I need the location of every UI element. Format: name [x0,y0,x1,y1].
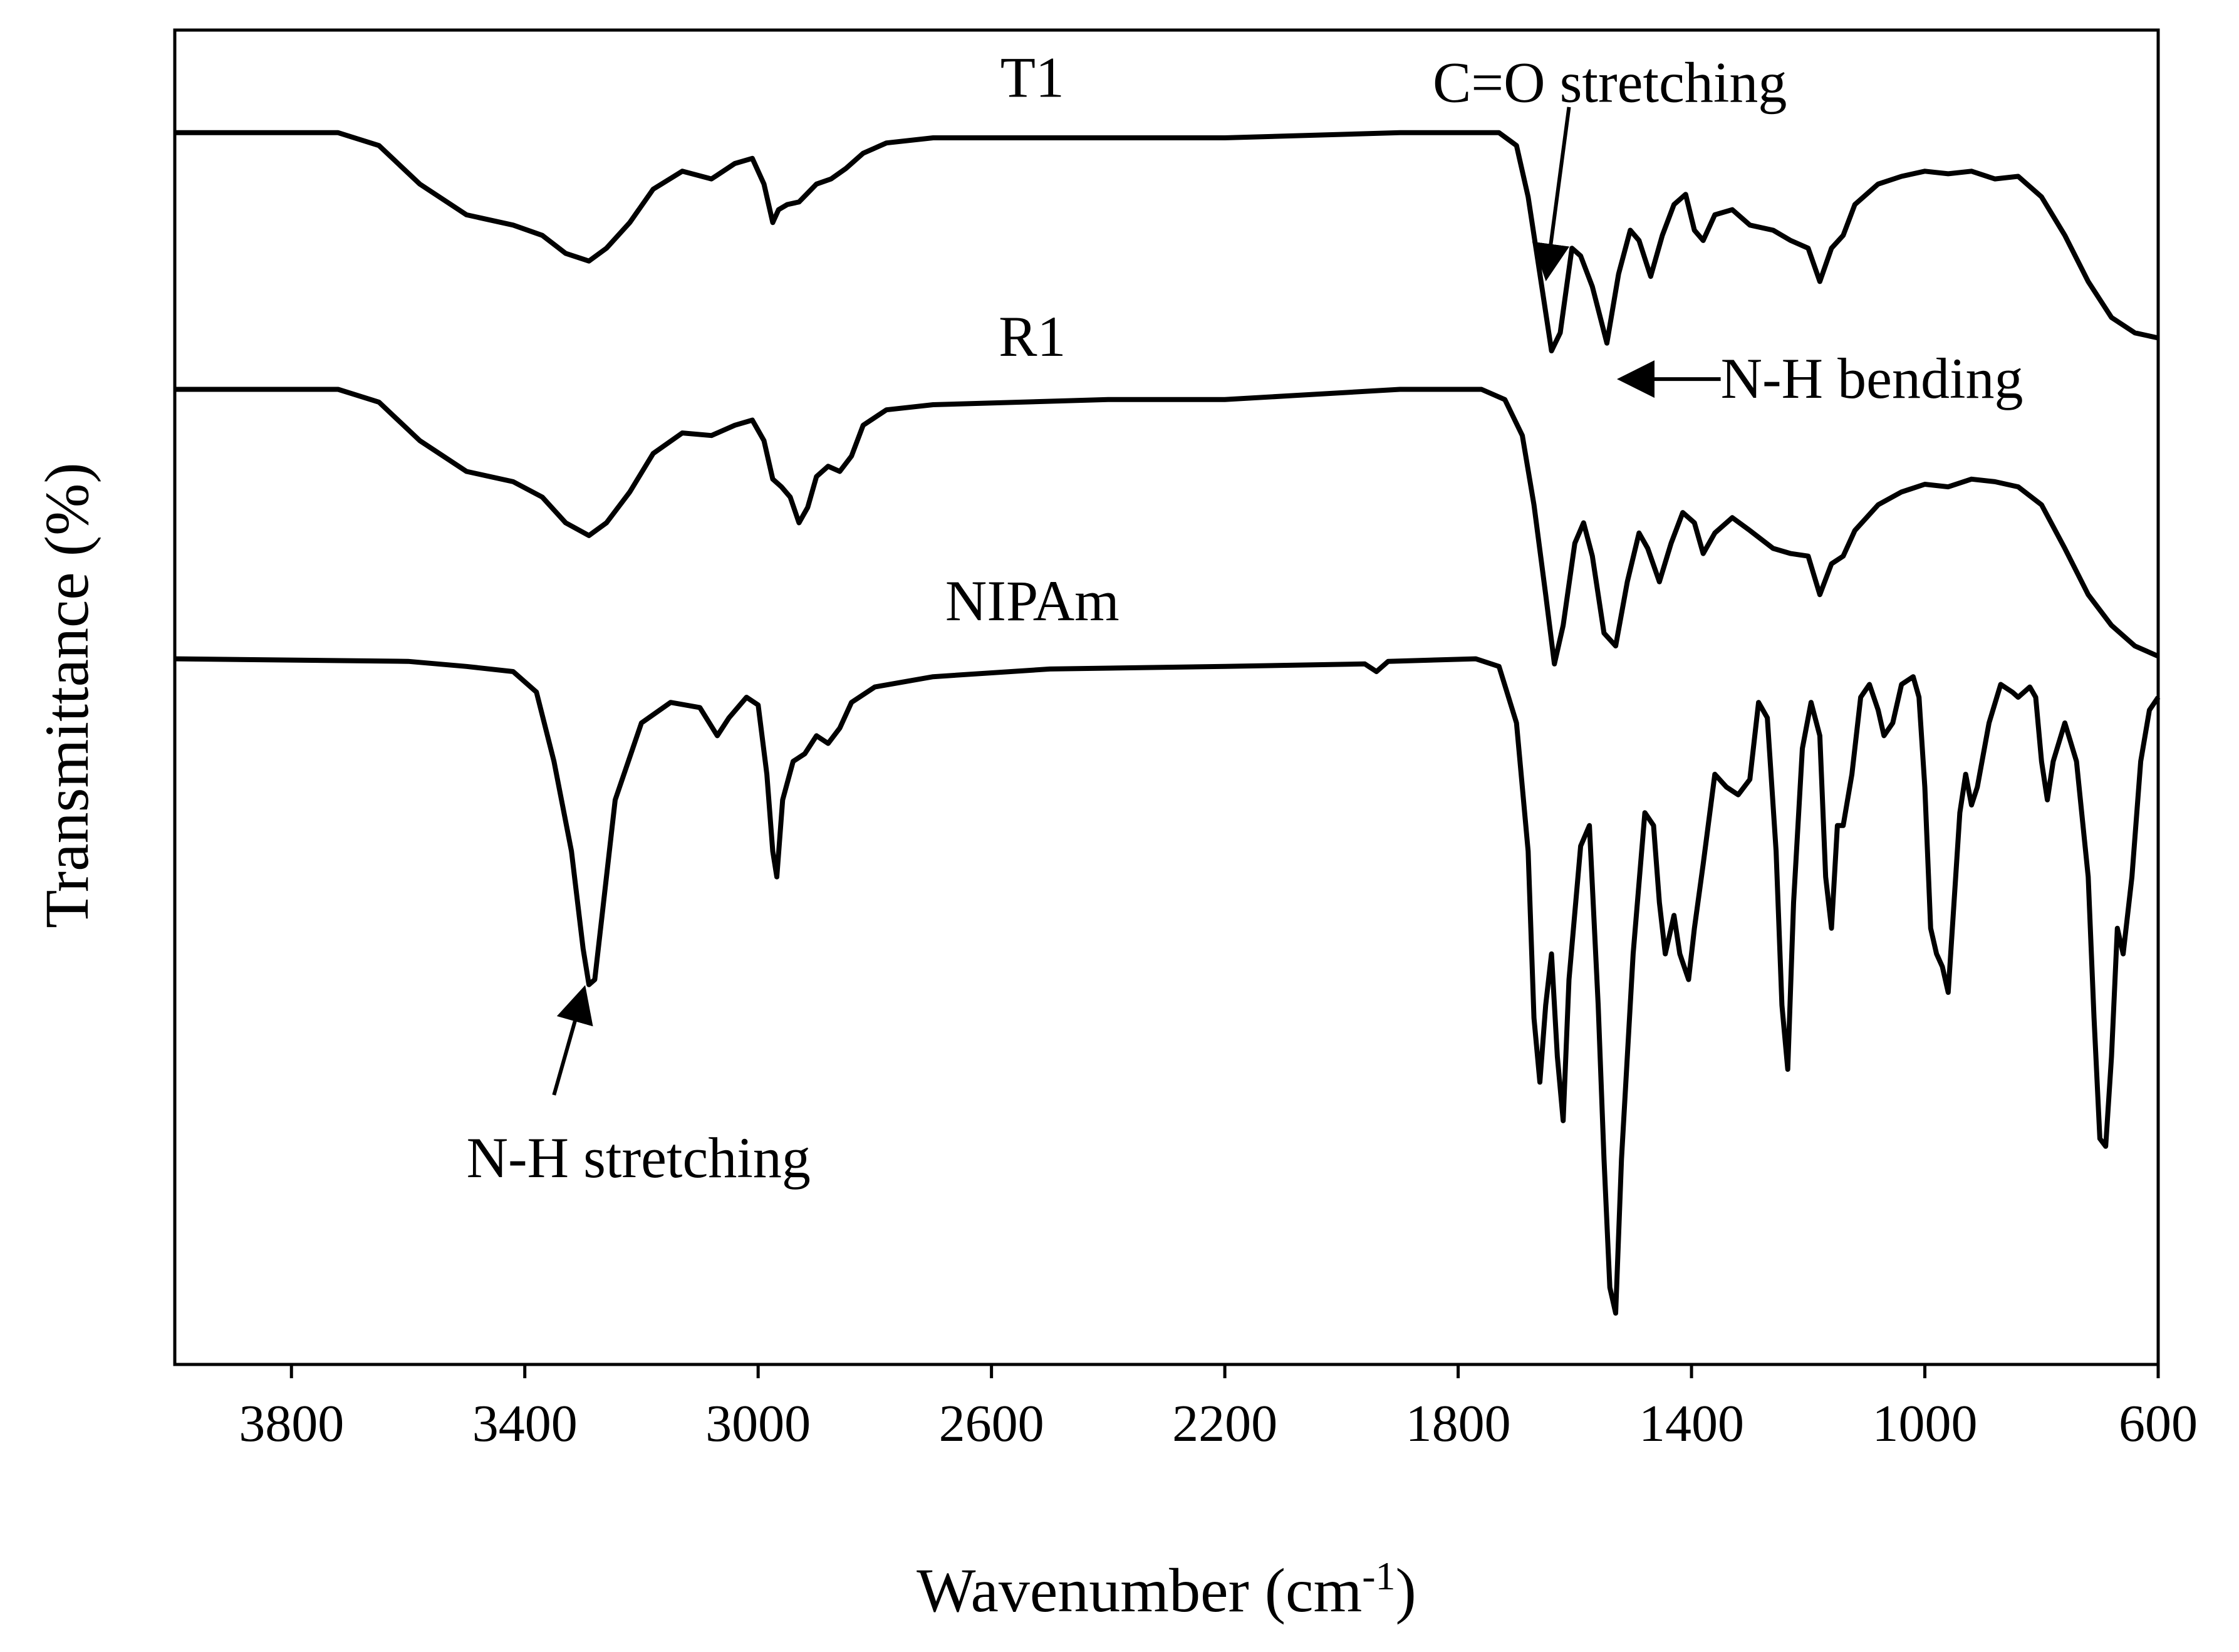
series-label-t1: T1 [1000,46,1064,110]
x-axis-tick-labels: 3800 3400 3000 2600 2200 1800 1400 1000 600 [239,1395,2198,1453]
series-lines [174,130,2161,1316]
x-axis-title: Wavenumber (cm-1) [917,1554,1416,1626]
y-axis-title: Transmittance (%) [32,462,101,928]
annotation-label-0: C=O stretching [1433,51,1787,115]
annotation-arrow-0 [1532,106,1571,282]
x-tick-label-1800: 1800 [1406,1395,1511,1453]
annotation-label-2: N-H stretching [467,1126,811,1190]
series-labels: T1 R1 NIPAm [945,46,1120,633]
x-tick-label-1000: 1000 [1873,1395,1978,1453]
series-line-t1 [175,130,2159,353]
series-label-nipam: NIPAm [945,569,1120,633]
annotation-arrow-2 [552,985,593,1096]
x-tick-label-3800: 3800 [239,1395,344,1453]
series-label-r1: R1 [999,304,1066,368]
x-axis-ticks [289,1364,2160,1378]
x-tick-label-3400: 3400 [472,1395,578,1453]
series-line-nipam [174,656,2161,1316]
annotation-label-1: N-H bending [1721,346,2023,410]
annotations: C=O stretching N-H bending N-H stretching [467,51,2023,1190]
x-tick-label-1400: 1400 [1639,1395,1744,1453]
x-tick-label-3000: 3000 [705,1395,811,1453]
x-tick-label-2600: 2600 [939,1395,1044,1453]
series-line-r1 [175,387,2159,667]
x-tick-label-2200: 2200 [1172,1395,1277,1453]
x-tick-label-600: 600 [2119,1395,2198,1453]
